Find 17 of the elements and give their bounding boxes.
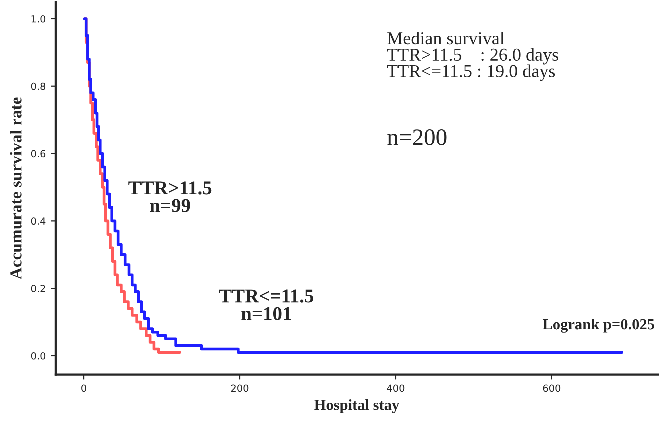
y-axis-title: Accumurate survival rate: [10, 98, 22, 280]
annotation: n=200: [388, 130, 447, 146]
y-tick-label: 0.0: [31, 352, 46, 360]
x-tick-label: 600: [543, 384, 561, 392]
x-tick-label: 0: [82, 384, 86, 392]
annotation: Logrank p=0.025: [542, 318, 654, 333]
x-axis-title: Hospital stay: [314, 400, 400, 414]
y-tick-label: 1.0: [32, 15, 46, 23]
y-tick-label: 0.6: [31, 150, 46, 158]
annotation: TTR>11.5 n=99: [128, 182, 212, 212]
y-tick-label: 0.2: [31, 285, 46, 292]
annotation: TTR<=11.5 n=101: [219, 290, 314, 320]
y-tick-label: 0.4: [31, 218, 46, 226]
x-tick-label: 200: [231, 384, 249, 392]
annotation: Median survival TTR>11.5 : 26.0 days TTR<=11.5 : 19.0 days: [387, 32, 558, 82]
x-tick-label: 400: [387, 384, 405, 392]
y-tick-label: 0.8: [31, 82, 46, 90]
